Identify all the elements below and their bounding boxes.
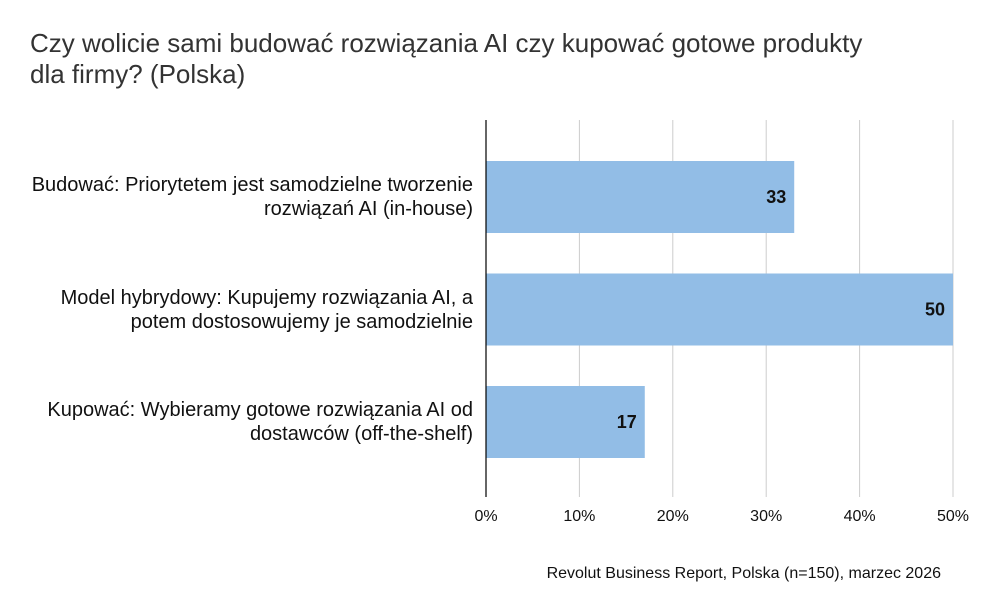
x-tick-label: 20%	[657, 508, 689, 525]
x-tick-label: 50%	[937, 508, 969, 525]
bar	[486, 386, 645, 458]
chart-title: Czy wolicie sami budować rozwiązania AI …	[30, 28, 863, 89]
data-label: 17	[617, 412, 637, 432]
x-tick-label: 0%	[474, 508, 497, 525]
y-tick-label: Kupować: Wybieramy gotowe rozwiązania AI…	[47, 399, 473, 445]
source-note: Revolut Business Report, Polska (n=150),…	[546, 565, 941, 582]
x-tick-label: 10%	[563, 508, 595, 525]
bar	[486, 161, 795, 233]
data-label: 50	[925, 299, 945, 319]
data-label: 33	[766, 187, 786, 207]
y-tick-label: Budować: Priorytetem jest samodzielne tw…	[31, 174, 473, 220]
bar	[486, 273, 953, 346]
x-tick-label: 40%	[844, 508, 876, 525]
x-tick-label: 30%	[750, 508, 782, 525]
y-tick-label: Model hybrydowy: Kupujemy rozwiązania AI…	[60, 286, 473, 333]
